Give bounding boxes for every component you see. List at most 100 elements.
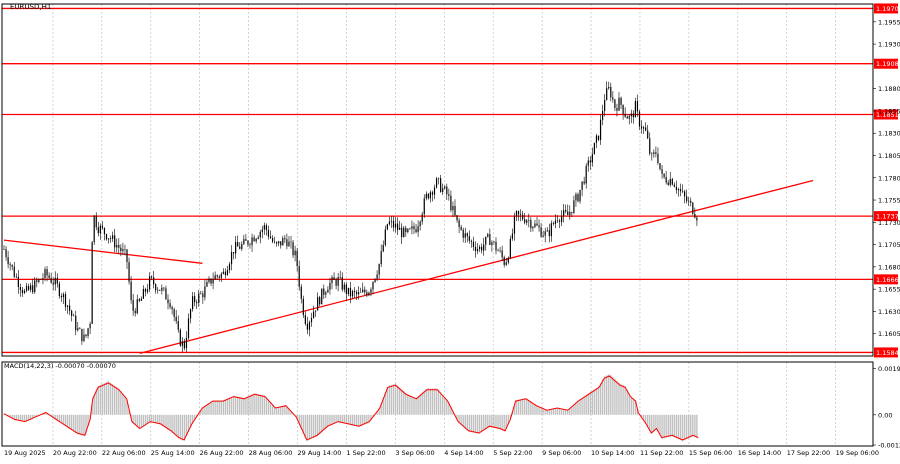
- macd-bar: [100, 385, 101, 415]
- macd-bar: [588, 393, 589, 414]
- macd-bar: [145, 415, 146, 425]
- macd-bar: [432, 388, 433, 414]
- candle-body: [374, 279, 375, 282]
- candle-body: [426, 194, 427, 198]
- macd-bar: [436, 388, 437, 414]
- macd-bar: [73, 415, 74, 432]
- macd-bar: [163, 415, 164, 427]
- macd-bar: [401, 389, 402, 414]
- candle-body: [530, 220, 531, 228]
- macd-bar: [249, 395, 250, 415]
- macd-bar: [612, 377, 613, 415]
- candle-body: [438, 178, 439, 179]
- candle-body: [30, 285, 31, 290]
- macd-bar: [616, 381, 617, 415]
- candle-body: [670, 179, 671, 185]
- macd-bar: [169, 415, 170, 431]
- candle-body: [393, 221, 394, 228]
- candle-body: [661, 169, 662, 174]
- macd-bar: [672, 415, 673, 437]
- macd-bar: [670, 415, 671, 437]
- macd-bar: [284, 405, 285, 414]
- candle-body: [124, 249, 125, 250]
- candle-body: [116, 245, 117, 247]
- macd-bar: [260, 395, 261, 415]
- macd-bar: [346, 415, 347, 424]
- candle-body: [473, 242, 474, 247]
- macd-bar: [606, 375, 607, 415]
- candle-body: [526, 220, 527, 222]
- candle-body: [145, 289, 146, 292]
- macd-bar: [321, 415, 322, 432]
- macd-y-tick-label: 0.00192: [878, 365, 900, 373]
- macd-bar: [151, 415, 152, 423]
- candle-body: [321, 289, 322, 305]
- trendline: [140, 180, 813, 353]
- candle-body: [475, 247, 476, 251]
- candle-body: [167, 299, 168, 303]
- candle-body: [684, 191, 685, 196]
- macd-bar: [446, 399, 447, 414]
- x-tick-label: 4 Sep 14:00: [444, 449, 483, 457]
- candle-body: [618, 98, 619, 111]
- candle-body: [342, 277, 343, 290]
- macd-bar: [305, 415, 306, 438]
- x-tick-label: 10 Sep 14:00: [591, 449, 634, 457]
- candle-body: [53, 283, 54, 285]
- candle-body: [664, 174, 665, 177]
- macd-bar: [389, 385, 390, 414]
- candle-body: [247, 241, 248, 245]
- candle-body: [149, 276, 150, 289]
- macd-bar: [266, 397, 267, 415]
- candle-body: [182, 341, 183, 345]
- candle-body: [594, 143, 595, 154]
- macd-bar: [112, 384, 113, 415]
- macd-bar: [475, 415, 476, 433]
- candle-body: [489, 234, 490, 245]
- candle-body: [446, 187, 447, 195]
- candle-body: [135, 311, 136, 314]
- candle-body: [522, 215, 523, 219]
- macd-bar: [323, 415, 324, 431]
- macd-bar: [282, 406, 283, 415]
- macd-bar: [659, 415, 660, 436]
- level-label: 1.1666: [876, 276, 899, 284]
- candle-body: [194, 296, 195, 302]
- candle-body: [350, 288, 351, 296]
- candle-body: [34, 280, 35, 292]
- macd-bar: [581, 398, 582, 415]
- macd-bar: [319, 415, 320, 434]
- candle-body: [506, 262, 507, 265]
- candle-body: [161, 288, 162, 291]
- candle-body: [63, 294, 64, 297]
- candle-body: [112, 235, 113, 239]
- candle-body: [411, 226, 412, 228]
- macd-bar: [618, 383, 619, 415]
- candle-body: [502, 251, 503, 258]
- candle-body: [155, 284, 156, 290]
- macd-bar: [360, 415, 361, 426]
- candle-body: [641, 126, 642, 128]
- candle-body: [336, 280, 337, 286]
- macd-bar: [688, 415, 689, 439]
- candle-body: [190, 309, 191, 318]
- candle-body: [627, 117, 628, 119]
- macd-y-tick-label: -0.00126: [878, 442, 900, 450]
- candle-body: [405, 228, 406, 232]
- macd-bar: [237, 397, 238, 415]
- candle-body: [102, 226, 103, 228]
- x-tick-label: 1 Sep 22:00: [346, 449, 385, 457]
- macd-bar: [438, 390, 439, 415]
- candle-body: [352, 291, 353, 296]
- candle-body: [465, 233, 466, 237]
- candle-body: [372, 282, 373, 289]
- macd-bar: [395, 384, 396, 415]
- candle-body: [208, 279, 209, 282]
- candle-body: [139, 299, 140, 301]
- candle-body: [569, 212, 570, 215]
- macd-bar: [155, 415, 156, 423]
- macd-bar: [444, 397, 445, 415]
- macd-bar: [108, 381, 109, 414]
- x-tick-label: 16 Sep 14:00: [738, 449, 781, 457]
- candle-body: [163, 288, 164, 289]
